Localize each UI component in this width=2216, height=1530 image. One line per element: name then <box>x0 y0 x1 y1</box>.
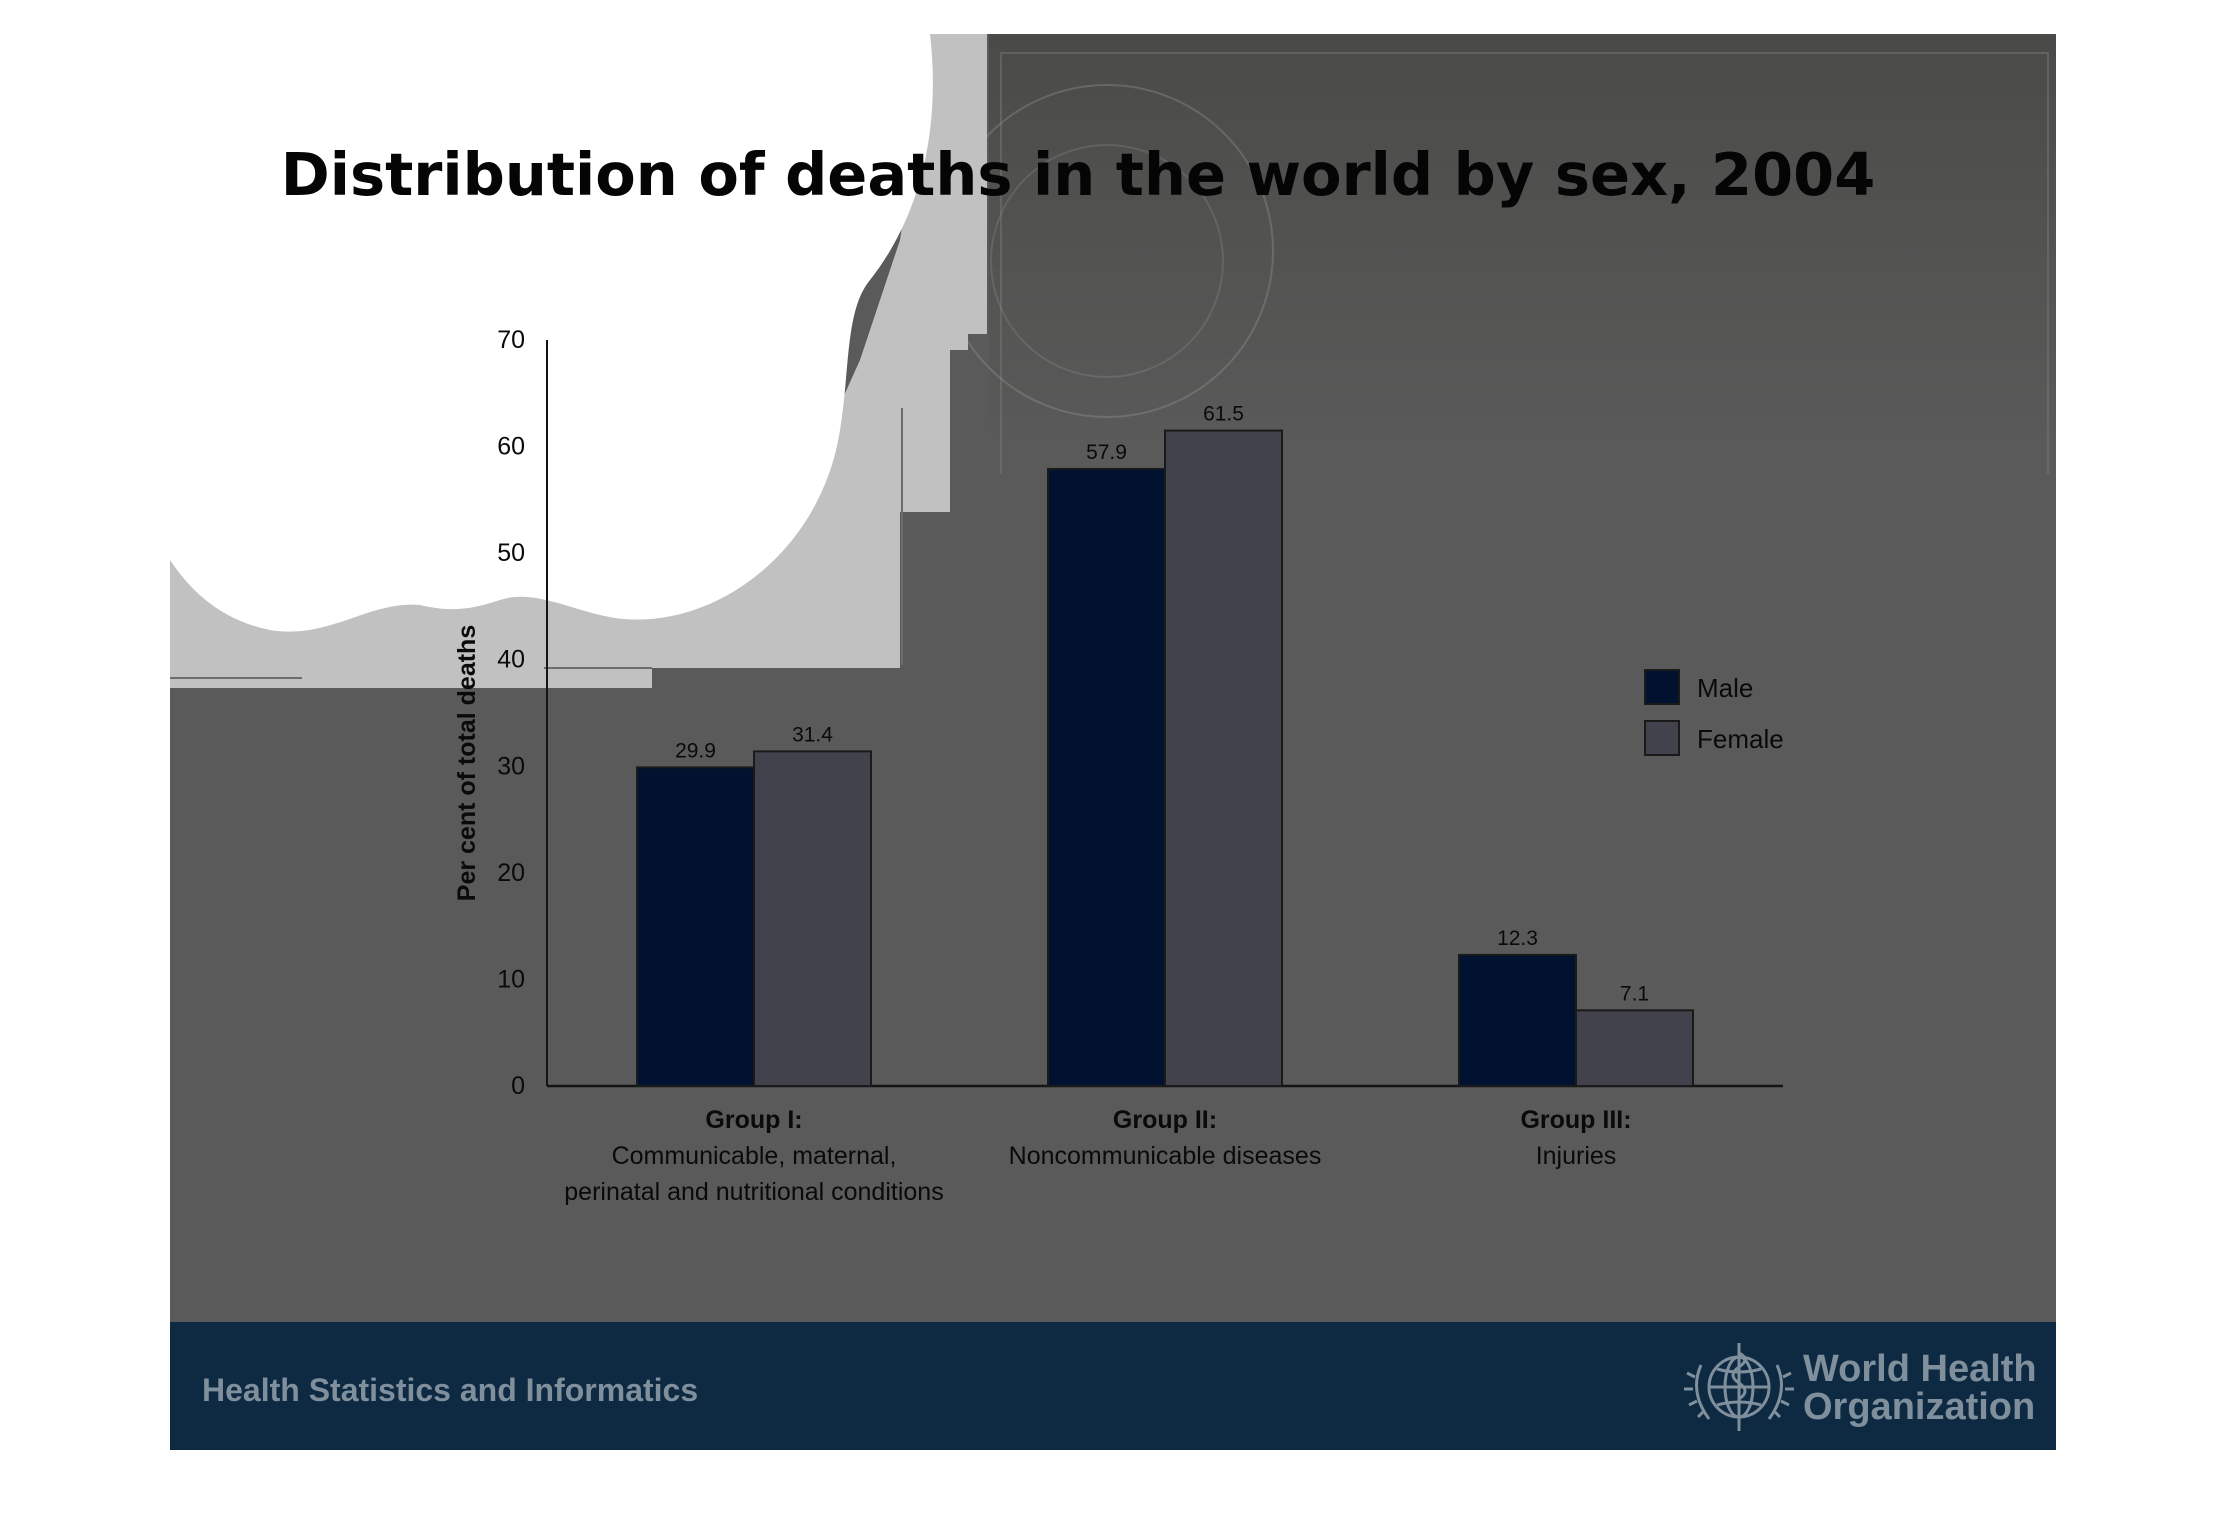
org-name-line2: Organization <box>1803 1386 2036 1428</box>
org-name-line1: World Health <box>1803 1348 2037 1390</box>
category-title: Group II: <box>1113 1106 1217 1134</box>
bar-value-label: 31.4 <box>792 723 833 746</box>
bar-female-2 <box>1164 429 1283 1088</box>
bar-value-label: 57.9 <box>1086 441 1127 464</box>
legend: Male Female <box>1644 669 1784 756</box>
footer-bar: Health Statistics and Informatics World … <box>170 1322 2056 1450</box>
category-title: Group III: <box>1520 1106 1631 1134</box>
y-axis-label: Per cent of total deaths <box>453 625 481 901</box>
legend-swatch-female <box>1644 720 1680 756</box>
y-tick-label: 30 <box>497 752 525 780</box>
category-subtitle: Injuries <box>1536 1142 1617 1170</box>
bar-female-1 <box>753 750 872 1087</box>
globe-watermark-inner <box>990 144 1224 378</box>
y-tick-label: 10 <box>497 965 525 993</box>
who-emblem-icon <box>1684 1343 1794 1431</box>
bar-male-2 <box>1047 467 1166 1087</box>
y-tick-label: 40 <box>497 646 525 674</box>
bar-male-3 <box>1458 953 1577 1087</box>
bar-value-label: 12.3 <box>1497 927 1538 950</box>
legend-label-male: Male <box>1697 673 1753 703</box>
bar-female-3 <box>1575 1009 1694 1087</box>
legend-label-female: Female <box>1697 724 1784 754</box>
slide-title: Distribution of deaths in the world by s… <box>280 140 1876 209</box>
category-subtitle: perinatal and nutritional conditions <box>564 1178 943 1206</box>
y-tick-label: 70 <box>497 326 525 354</box>
bar-value-label: 61.5 <box>1203 403 1244 426</box>
y-tick-label: 20 <box>497 859 525 887</box>
slide-background <box>170 34 2056 1450</box>
y-tick-label: 0 <box>511 1072 525 1100</box>
category-subtitle: Communicable, maternal, <box>612 1142 897 1170</box>
y-tick-label: 50 <box>497 539 525 567</box>
y-tick-label: 60 <box>497 433 525 461</box>
bar-value-label: 29.9 <box>675 739 716 762</box>
footer-text: Health Statistics and Informatics <box>202 1372 699 1408</box>
org-name: World Health Organization <box>1803 1350 2037 1426</box>
bar-value-label: 7.1 <box>1620 982 1649 1005</box>
bar-male-1 <box>636 766 755 1087</box>
category-title: Group I: <box>705 1106 802 1134</box>
category-subtitle: Noncommunicable diseases <box>1009 1142 1322 1170</box>
legend-swatch-male <box>1644 669 1680 705</box>
